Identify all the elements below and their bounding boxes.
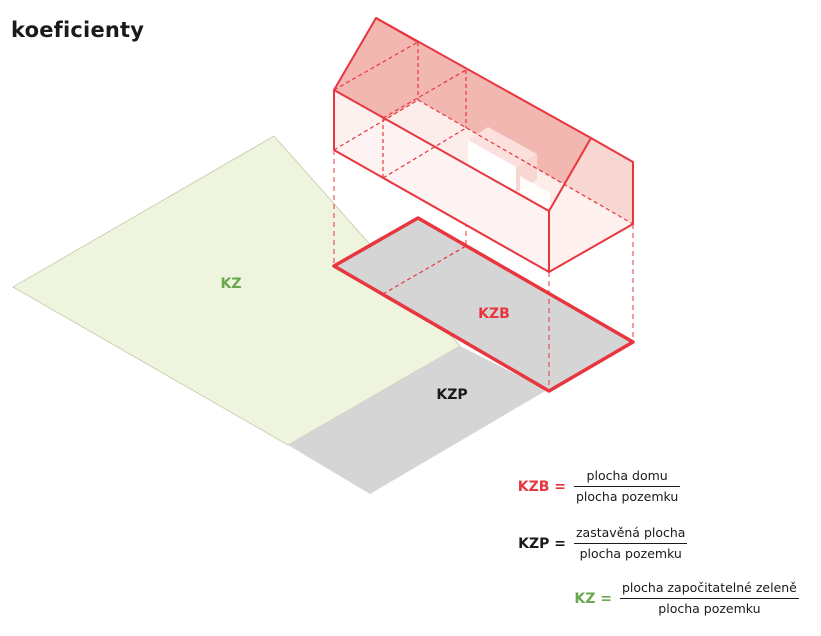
house-volume [333,17,634,273]
formula-kz-numerator: plocha započitatelné zeleně [622,580,797,595]
fraction-bar [574,543,688,544]
fraction-bar [574,486,681,487]
diagram-title: koeficienty [11,18,145,42]
formula-kz-fraction: plocha započitatelné zeleně plocha pozem… [620,580,799,617]
kz-label: KZ [221,276,242,292]
formula-kzb-denominator: plocha pozemku [576,489,679,504]
kzp-label: KZP [436,387,467,403]
formula-kzp-name: KZP = [518,535,566,552]
kzp-grey-area [288,346,547,494]
formula-kzp-numerator: zastavěná plocha [576,525,686,540]
formula-kz-denominator: plocha pozemku [658,601,761,616]
formula-kzb: KZB = plocha domu plocha pozemku [508,468,681,505]
kzb-label: KZB [478,306,510,322]
formula-kzp-denominator: plocha pozemku [579,546,682,561]
formula-kzp: KZP = zastavěná plocha plocha pozemku [508,525,688,562]
formula-kzb-fraction: plocha domu plocha pozemku [574,468,681,505]
formula-kz: KZ = plocha započitatelné zeleně plocha … [554,580,799,617]
formula-kzb-name: KZB = [517,478,566,495]
fraction-bar [620,598,799,599]
formula-kz-name: KZ = [574,590,612,607]
formula-kzp-fraction: zastavěná plocha plocha pozemku [574,525,688,562]
formula-kzb-numerator: plocha domu [586,468,668,483]
footprint-hidden-line [382,245,467,295]
